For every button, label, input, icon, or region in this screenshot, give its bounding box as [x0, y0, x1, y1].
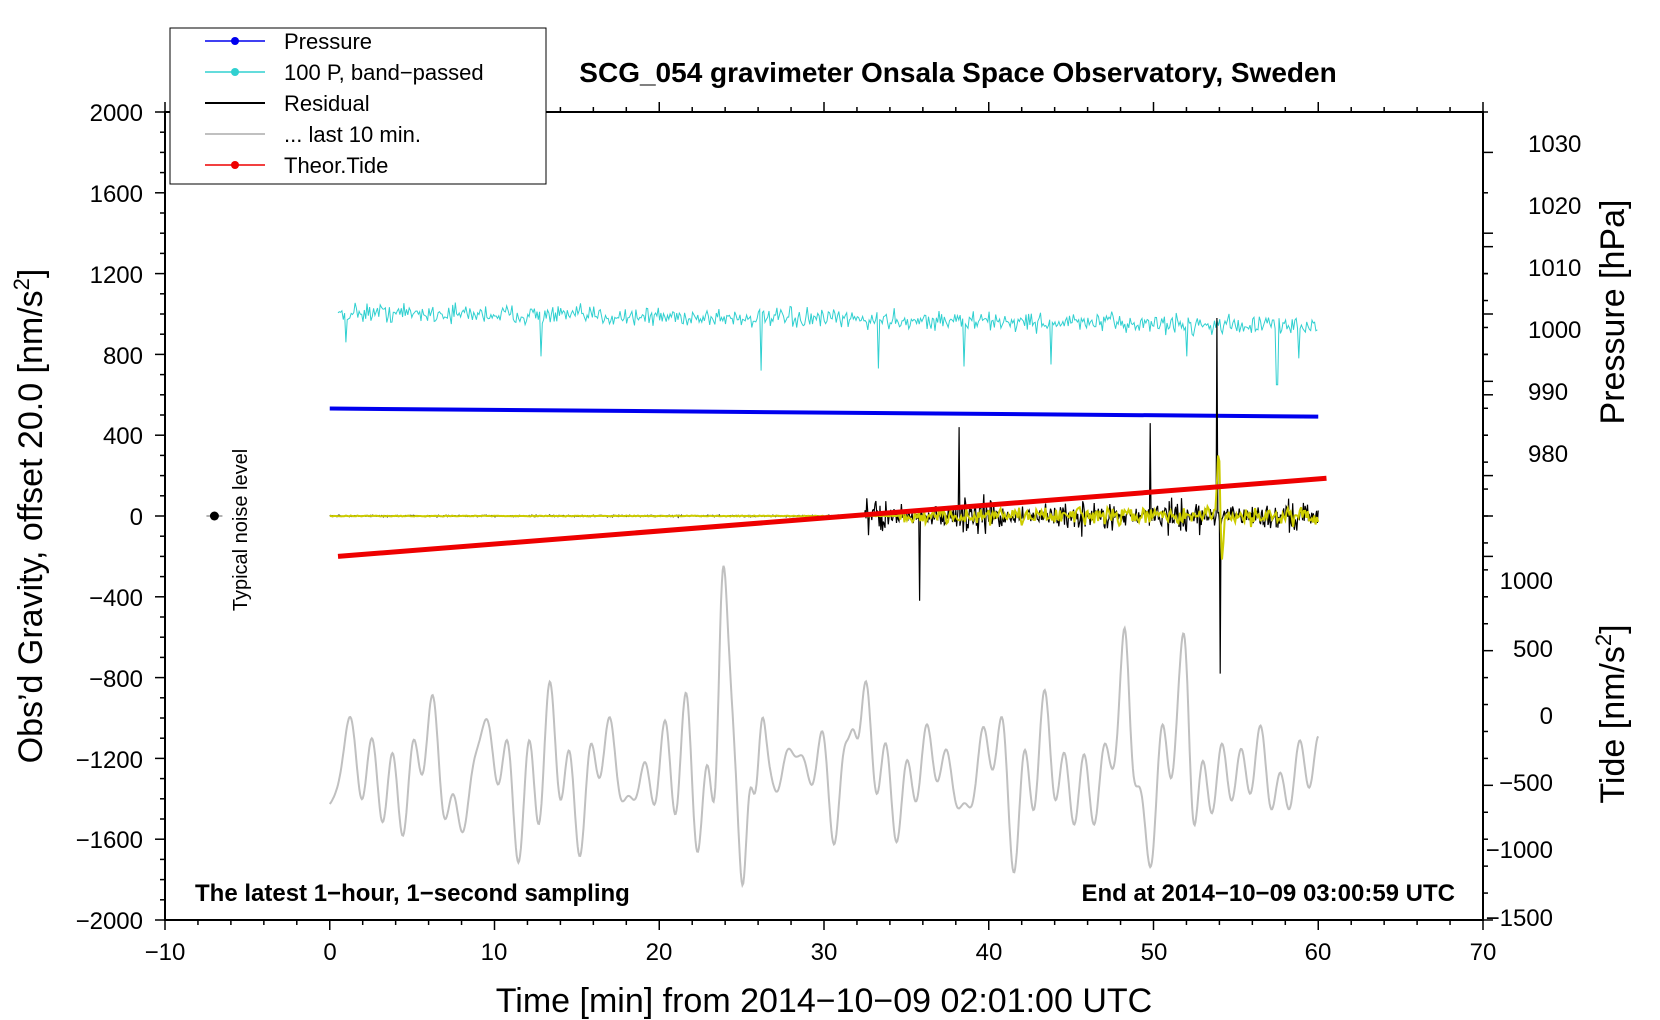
pressure-tick-label: 990	[1528, 379, 1568, 406]
x-tick-label: 70	[1470, 939, 1497, 966]
y-tick-label: −400	[89, 585, 143, 612]
tide-tick-label: 0	[1540, 703, 1553, 730]
y-tick-labels: 2000 1600 1200 800 400 0 −400 −800 −1200…	[76, 100, 143, 935]
data-series	[206, 302, 1327, 889]
last10-series	[328, 565, 1320, 889]
x-tick-label: −10	[145, 939, 186, 966]
legend-label: 100 P, band−passed	[284, 60, 484, 85]
pressure-tick-label: 1000	[1528, 317, 1581, 344]
pressure-tick-label: 1010	[1528, 255, 1581, 282]
x-tick-label: 40	[976, 939, 1003, 966]
legend-item: Theor.Tide	[205, 153, 388, 178]
tide-axis-title-superscript: 2	[1591, 634, 1616, 646]
pressure-tick-label: 1030	[1528, 131, 1581, 158]
tide-axis-title-main: Tide [nm/s	[1594, 646, 1632, 803]
x-tick-label: 60	[1305, 939, 1332, 966]
legend-label: ... last 10 min.	[284, 122, 421, 147]
legend-marker	[231, 161, 239, 169]
y-axis-title-end: ]	[12, 269, 50, 278]
tide-tick-label: −1500	[1486, 905, 1553, 932]
y-tick-label: 400	[103, 423, 143, 450]
legend-item: Residual	[205, 91, 370, 116]
x-tick-label: 10	[481, 939, 508, 966]
y-tick-label: 2000	[90, 100, 143, 127]
y-axis-title-main: Obs’d Gravity, offset 20.0 [nm/s	[12, 290, 50, 763]
x-tick-label: 0	[323, 939, 336, 966]
tide-axis-title: Tide [nm/s2]	[1591, 624, 1632, 803]
legend-marker	[231, 68, 239, 76]
y-axis-title: Obs’d Gravity, offset 20.0 [nm/s2]	[9, 269, 50, 764]
pressure-axis-title: Pressure [hPa]	[1594, 200, 1632, 425]
tide-tick-label: −1000	[1486, 837, 1553, 864]
legend-label: Residual	[284, 91, 370, 116]
x-tick-label: 20	[646, 939, 673, 966]
legend-marker	[231, 37, 239, 45]
sampling-note: The latest 1−hour, 1−second sampling	[195, 880, 630, 907]
tide-tick-label: 1000	[1500, 568, 1553, 595]
bandpassed-series	[337, 302, 1318, 386]
legend-item: ... last 10 min.	[205, 122, 421, 147]
y-tick-label: −1200	[76, 747, 143, 774]
y-tick-label: 800	[103, 343, 143, 370]
y-tick-label: 1600	[90, 181, 143, 208]
end-time-note: End at 2014−10−09 03:00:59 UTC	[1081, 880, 1455, 907]
legend-item: 100 P, band−passed	[205, 60, 484, 85]
tide-series	[337, 475, 1327, 559]
tide-tick-label: 500	[1513, 636, 1553, 663]
legend: Pressure 100 P, band−passed Residual ...…	[169, 27, 547, 185]
legend-label: Pressure	[284, 29, 372, 54]
residual-series	[329, 317, 1319, 674]
noise-label: Typical noise level	[230, 449, 252, 611]
y-tick-label: −1600	[76, 827, 143, 854]
y-tick-label: −800	[89, 666, 143, 693]
y-axis-title-superscript: 2	[9, 278, 34, 290]
pressure-tick-labels: 1030 1020 1010 1000 990 980	[1528, 131, 1581, 468]
x-axis-title: Time [min] from 2014−10−09 02:01:00 UTC	[496, 982, 1152, 1020]
pressure-tick-label: 1020	[1528, 193, 1581, 220]
legend-item: Pressure	[205, 29, 372, 54]
y-tick-label: 1200	[90, 262, 143, 289]
tide-tick-label: −500	[1499, 770, 1553, 797]
legend-label: Theor.Tide	[284, 153, 388, 178]
pressure-tick-label: 980	[1528, 441, 1568, 468]
chart-title: SCG_054 gravimeter Onsala Space Observat…	[579, 57, 1336, 88]
x-tick-label: 50	[1141, 939, 1168, 966]
y-tick-label: −2000	[76, 908, 143, 935]
tide-axis-title-end: ]	[1594, 624, 1632, 633]
pressure-series	[329, 406, 1319, 419]
legend-box	[169, 27, 547, 185]
y-tick-label: 0	[130, 504, 143, 531]
tide-tick-labels: 1000 500 0 −500 −1000 −1500	[1486, 568, 1553, 932]
x-tick-labels: −10 0 10 20 30 40 50 60 70	[145, 939, 1497, 966]
noise-marker	[209, 511, 219, 521]
x-tick-label: 30	[811, 939, 838, 966]
